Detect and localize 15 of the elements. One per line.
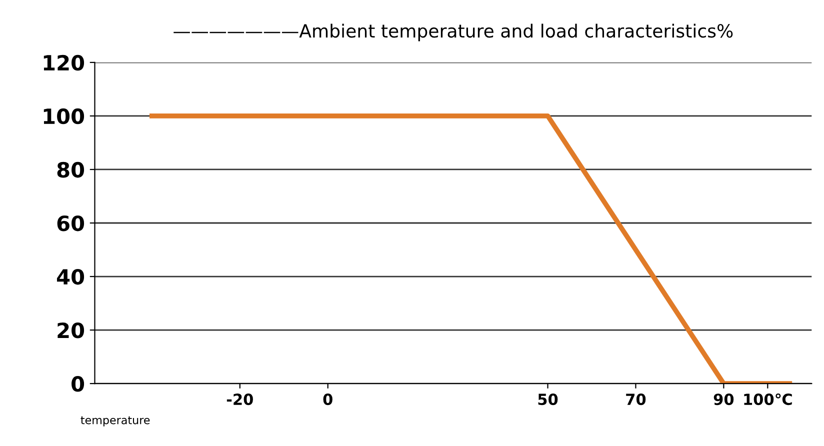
y-tick-label: 20 [58,322,84,338]
x-tick-label: 0 [323,394,332,406]
y-tick-label: 40 [56,268,84,285]
y-tick-label: 0 [72,376,84,392]
x-tick-label: 90 [714,394,734,406]
y-tick-label: 80 [57,162,84,178]
chart-title: ———————Ambient temperature and load characteristics% [174,24,733,42]
x-axis-title: temperature [80,416,150,426]
x-tick-label: 70 [626,394,646,406]
x-tick-label: -20 [226,394,253,406]
y-tick-label: 60 [57,215,84,232]
y-tick-label: 120 [44,54,84,71]
y-tick-label: 100 [44,108,84,124]
x-tick-label: 100℃ [744,393,792,406]
x-tick-label: 50 [538,394,558,406]
